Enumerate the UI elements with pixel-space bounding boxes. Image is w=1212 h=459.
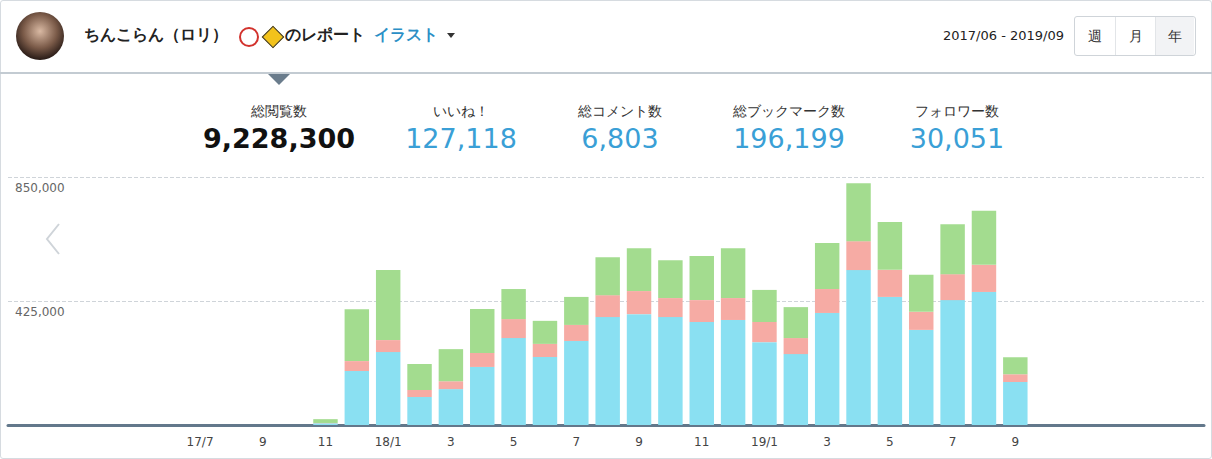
html-text:総コメント数: 総コメント数: [578, 103, 662, 119]
html-text:年: 年: [1168, 28, 1182, 44]
html-text:6,803: 6,803: [581, 123, 659, 154]
svg-text:425,000: 425,000: [15, 305, 65, 319]
html-text:のレポート: のレポート: [285, 25, 365, 44]
svg-text:18/1: 18/1: [375, 435, 402, 449]
html-text:30,051: 30,051: [909, 123, 1005, 154]
svg-text:5: 5: [510, 435, 518, 449]
svg-text:7: 7: [949, 435, 957, 449]
svg-text:5: 5: [886, 435, 894, 449]
html-text:いいね！: いいね！: [433, 103, 489, 119]
svg-text:9: 9: [635, 435, 643, 449]
svg-text:19/1: 19/1: [751, 435, 778, 449]
svg-text:3: 3: [447, 435, 455, 449]
html-text:総ブックマーク数: 総ブックマーク数: [733, 103, 845, 119]
html-text:ちんこらん（ロリ）: ちんこらん（ロリ）: [84, 25, 228, 44]
svg-text:9: 9: [1012, 435, 1020, 449]
html-text:196,199: 196,199: [733, 123, 845, 154]
html-text:総閲覧数: 総閲覧数: [251, 103, 307, 119]
svg-text:9: 9: [259, 435, 267, 449]
html-text:127,118: 127,118: [405, 123, 517, 154]
svg-text:3: 3: [823, 435, 831, 449]
html-text:9,228,300: 9,228,300: [203, 123, 355, 154]
svg-text:17/7: 17/7: [187, 435, 214, 449]
svg-text:11: 11: [318, 435, 333, 449]
html-text:2017/06 - 2019/09: 2017/06 - 2019/09: [943, 28, 1064, 43]
svg-text:7: 7: [573, 435, 581, 449]
html-text:月: 月: [1128, 28, 1143, 44]
svg-text:850,000: 850,000: [15, 181, 65, 195]
html-text:フォロワー数: フォロワー数: [915, 103, 999, 119]
svg-text:11: 11: [694, 435, 709, 449]
html-text:週: 週: [1088, 28, 1102, 44]
html-text:イラスト: イラスト: [374, 25, 438, 44]
